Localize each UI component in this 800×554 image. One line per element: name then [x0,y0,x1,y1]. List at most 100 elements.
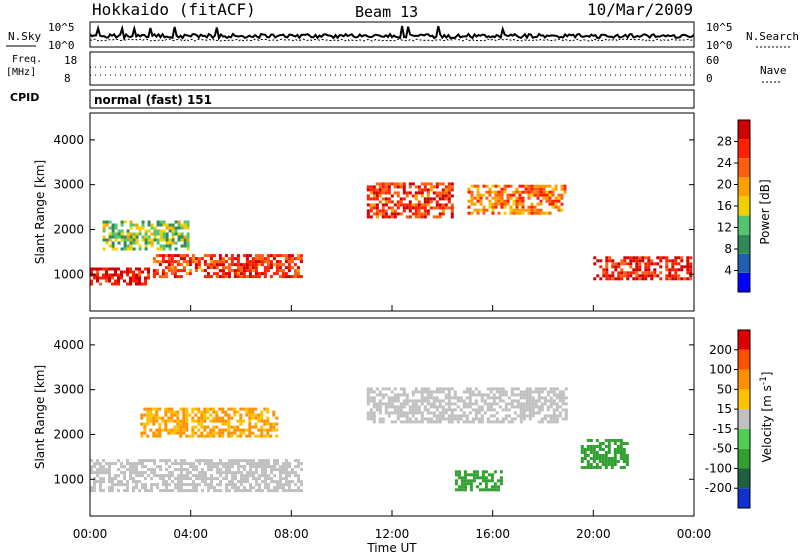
power-cell [111,223,115,227]
power-cell [599,259,603,263]
velocity-cell [513,417,517,421]
velocity-cell [522,402,526,406]
power-cell [120,235,124,239]
velocity-cell [555,414,559,418]
velocity-cell [165,474,168,478]
power-cell [182,266,186,270]
power-cell [396,203,400,207]
power-cell [266,269,270,273]
power-cell [275,254,279,258]
velocity-cell [153,462,156,466]
velocity-cell [444,393,448,397]
power-cell [638,268,642,272]
power-cell [296,269,300,273]
power-cell [293,257,297,261]
velocity-cell [108,465,111,469]
power-cell [278,269,282,273]
velocity-cell [522,408,526,412]
power-cell [482,205,486,209]
velocity-cell [592,466,596,469]
velocity-cell [528,399,532,403]
velocity-cell [463,479,467,483]
velocity-cell [93,483,96,487]
velocity-cell [212,434,216,438]
power-cell [524,184,528,188]
power-cell [530,184,534,188]
velocity-cell [493,482,497,486]
power-cell [111,282,114,286]
power-cell [396,194,400,198]
power-cell [408,185,412,189]
power-cell [129,279,132,283]
velocity-cell [484,482,488,486]
velocity-cell [438,402,442,406]
velocity-cell [267,474,270,478]
velocity-cell [498,399,502,403]
power-cell [147,229,151,233]
power-cell [108,244,112,248]
velocity-cell [231,471,234,475]
power-cell [212,260,216,264]
velocity-cell [234,477,237,481]
power-cell [215,272,219,276]
velocity-cell [183,462,186,466]
velocity-cell [291,480,294,484]
velocity-cell [206,434,210,438]
velocity-cell [387,414,391,418]
power-cell [126,238,130,242]
power-cell [281,254,285,258]
velocity-cell [483,399,487,403]
power-cell [126,244,130,248]
power-cell [366,212,370,216]
power-cell [366,194,370,198]
velocity-cell [251,431,255,435]
velocity-cell [257,428,261,432]
power-cell [548,184,552,188]
velocity-cell [288,471,291,475]
power-cell [497,190,501,194]
power-cell [158,263,162,267]
velocity-cell [583,448,587,451]
power-cell [93,267,96,271]
power-cell [381,209,385,213]
velocity-cell [99,477,102,481]
velocity-cell [531,396,535,400]
velocity-colorbar-segment [738,428,750,449]
power-cell [441,203,445,207]
velocity-cell [203,434,207,438]
velocity-cell [456,399,460,403]
power-cell [632,259,636,263]
velocity-cell [484,488,488,492]
velocity-cell [255,480,258,484]
velocity-cell [372,411,376,415]
power-cell [435,191,439,195]
power-cell [378,191,382,195]
velocity-cell [619,439,623,442]
velocity-cell [197,428,201,432]
power-cell [236,272,240,276]
velocity-cell [191,425,195,429]
velocity-cell [417,411,421,415]
velocity-cell [610,439,614,442]
power-cell [96,276,99,280]
velocity-cell [558,390,562,394]
power-cell [554,187,558,191]
velocity-cell [192,489,195,493]
velocity-cell [108,462,111,466]
velocity-cell [201,459,204,463]
power-cell [378,188,382,192]
velocity-colorbar-tick-label: 100 [709,363,732,377]
velocity-cell [513,387,517,391]
power-cell [138,232,142,236]
power-cell [144,229,148,233]
velocity-cell [531,411,535,415]
velocity-cell [372,399,376,403]
velocity-cell [129,468,132,472]
power-cell [167,269,171,273]
power-cell [218,269,222,273]
power-cell [390,194,394,198]
power-cell [665,265,669,269]
power-cell [221,269,225,273]
velocity-cell [200,413,204,417]
velocity-cell [607,442,611,445]
